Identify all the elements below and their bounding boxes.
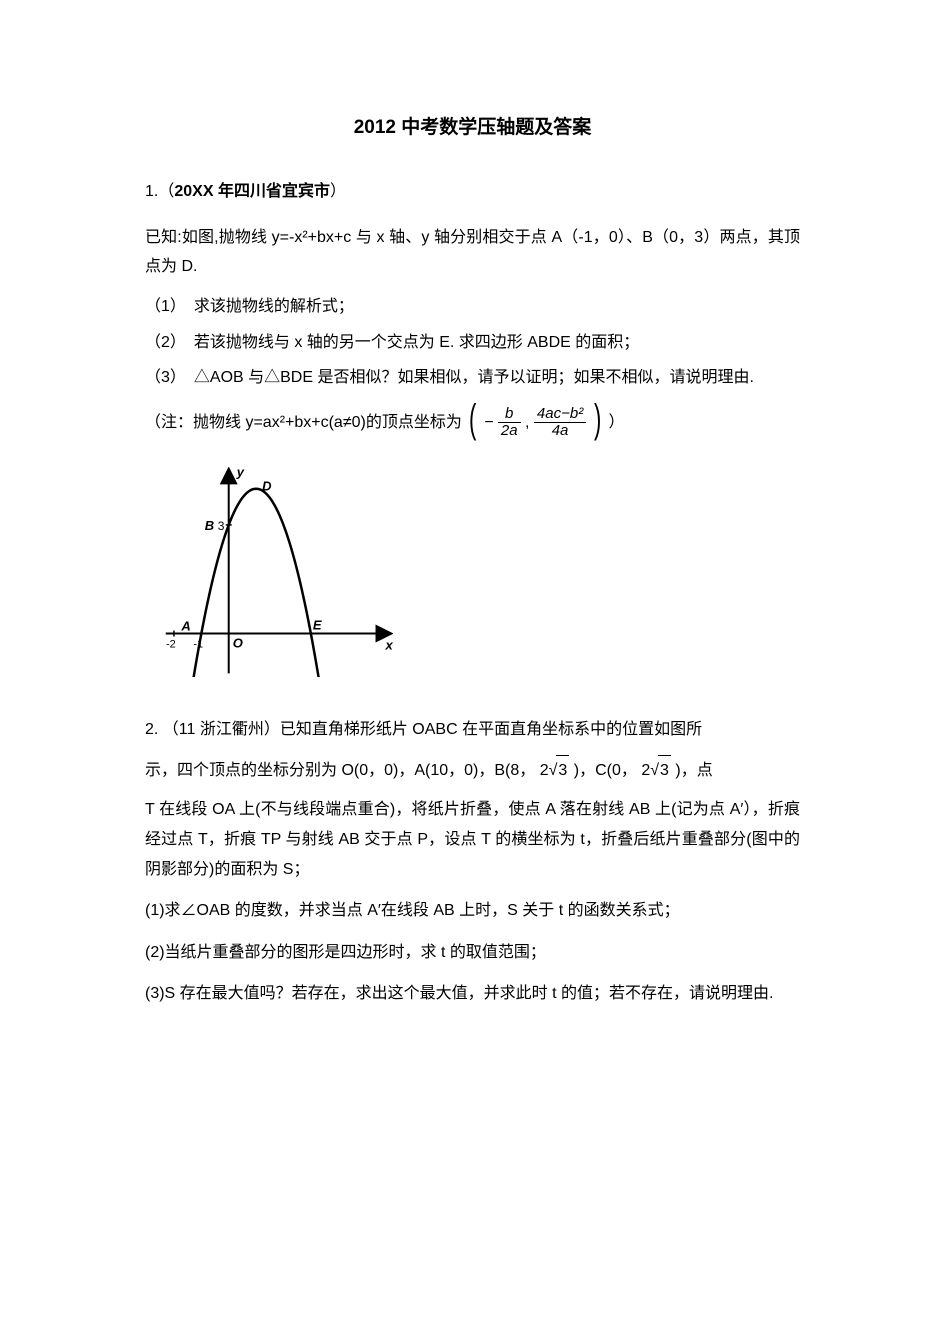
lparen-icon: ( [469,399,476,439]
vertex-x-sign: − [484,414,493,431]
svg-text:B: B [205,518,214,533]
vertex-x-frac: b 2a [498,406,521,440]
comma: , [525,414,529,431]
svg-text:A: A [180,618,190,633]
q1-sub3: （3） △AOB 与△BDE 是否相似？如果相似，请予以证明；如果不相似，请说明… [145,363,800,393]
svg-text:3: 3 [218,519,225,533]
svg-text:D: D [262,478,272,493]
q1-intro: 已知:如图,抛物线 y=-x²+bx+c 与 x 轴、y 轴分别相交于点 A（-… [145,223,800,282]
q2-line1: 2. （11 浙江衢州）已知直角梯形纸片 OABC 在平面直角坐标系中的位置如图… [145,715,800,745]
q2-line2-a: 示，四个顶点的坐标分别为 O(0，0)，A(10，0)，B(8， [145,762,535,779]
sqrt-icon-1: 3 [549,755,570,786]
q2-line2: 示，四个顶点的坐标分别为 O(0，0)，A(10，0)，B(8， 23 )，C(… [145,755,800,786]
vertex-x-den: 2a [498,423,521,440]
q1-sub2: （2） 若该抛物线与 x 轴的另一个交点为 E. 求四边形 ABDE 的面积； [145,328,800,358]
q1-source-prefix: 1.（ [145,183,174,200]
svg-text:-1: -1 [193,638,203,650]
q2-line2-c: )，点 [675,762,712,779]
q1-sub1: （1） 求该抛物线的解析式； [145,292,800,322]
q2-line3: T 在线段 OA 上(不与线段端点重合)，将纸片折叠，使点 A 落在射线 AB … [145,795,800,884]
vertex-y-den: 4a [534,423,586,440]
svg-text:x: x [385,637,393,652]
q2-radical-1: 3 [556,755,569,786]
page-title: 2012 中考数学压轴题及答案 [145,110,800,145]
svg-text:O: O [233,635,243,650]
q2-line2-b: )，C(0， [574,762,637,779]
q1-note-prefix: （注：抛物线 y=ax²+bx+c(a≠0)的顶点坐标为 [145,414,462,431]
svg-text:y: y [236,467,245,479]
q1-source-suffix: ） [330,183,346,200]
sqrt-icon-2: 3 [650,755,671,786]
q2-radical-2: 3 [658,755,671,786]
vertex-y-frac: 4ac−b² 4a [534,406,586,440]
q1-source: 1.（20XX 年四川省宜宾市） [145,177,800,207]
svg-text:E: E [313,617,322,632]
rparen-icon: ) [594,399,601,439]
q1-figure: y x D B3 A E O -2 -1 [163,467,800,688]
vertex-x-num: b [498,406,521,424]
q2-sub3: (3)S 存在最大值吗？若存在，求出这个最大值，并求此时 t 的值；若不存在，请… [145,979,800,1009]
q1-source-bold: 20XX 年四川省宜宾市 [174,183,330,200]
svg-text:-2: -2 [166,638,176,650]
q2-coeff-2: 2 [641,762,650,779]
q2-sub1: (1)求∠OAB 的度数，并求当点 A′在线段 AB 上时，S 关于 t 的函数… [145,896,800,926]
q2-coeff-1: 2 [540,762,549,779]
q1-note-suffix: ） [608,414,624,431]
parabola-chart: y x D B3 A E O -2 -1 [163,467,393,677]
q1-note: （注：抛物线 y=ax²+bx+c(a≠0)的顶点坐标为 ( − b 2a , … [145,403,800,443]
vertex-y-num: 4ac−b² [534,406,586,424]
q2-sub2: (2)当纸片重叠部分的图形是四边形时，求 t 的取值范围； [145,938,800,968]
